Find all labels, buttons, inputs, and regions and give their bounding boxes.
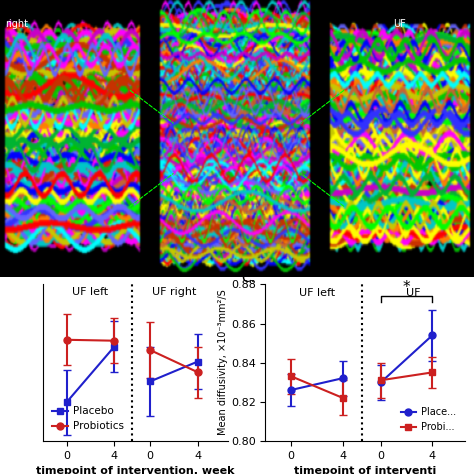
Text: UF: UF	[406, 288, 420, 298]
X-axis label: timepoint of intervention, week: timepoint of intervention, week	[36, 466, 234, 474]
Text: C.: C.	[242, 271, 256, 285]
Text: UF right: UF right	[152, 287, 196, 297]
Text: UF left: UF left	[299, 288, 335, 298]
Text: UF left: UF left	[73, 287, 109, 297]
Legend: Placebo, Probiotics: Placebo, Probiotics	[48, 402, 128, 436]
Text: right: right	[5, 19, 28, 29]
Legend: Place..., Probi...: Place..., Probi...	[397, 403, 460, 436]
Text: UF: UF	[393, 19, 406, 29]
Text: *: *	[403, 280, 410, 295]
X-axis label: timepoint of interventi: timepoint of interventi	[294, 466, 436, 474]
Y-axis label: Mean diffusivity, ×10⁻³mm²/S: Mean diffusivity, ×10⁻³mm²/S	[218, 290, 228, 436]
